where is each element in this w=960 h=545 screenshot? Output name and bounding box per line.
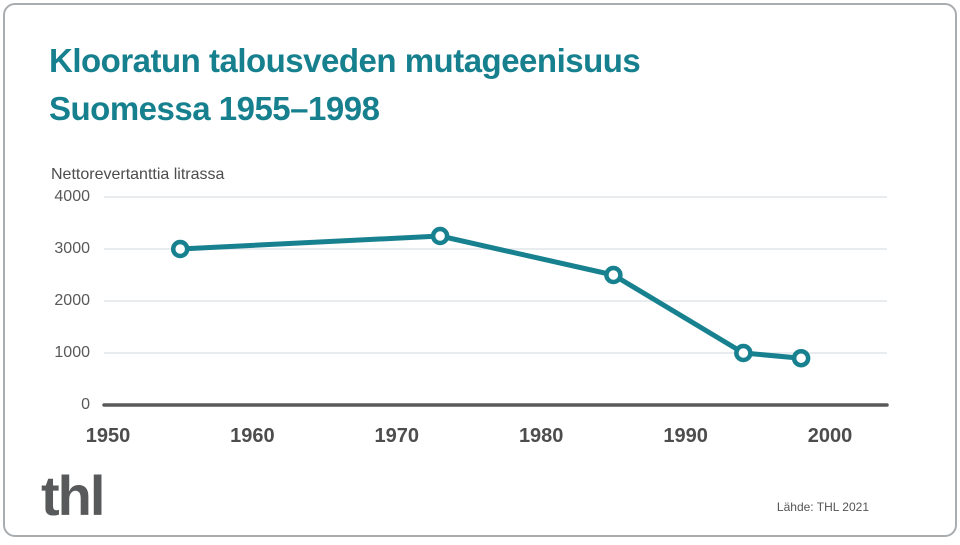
thl-logo: thl: [41, 464, 105, 527]
data-point-marker: [734, 343, 753, 363]
y-tick-label: 0: [81, 396, 90, 413]
y-tick-label: 1000: [54, 344, 90, 361]
y-tick-label: 3000: [54, 240, 90, 257]
x-tick-label: 1980: [518, 425, 564, 447]
data-point-marker: [604, 265, 623, 285]
data-point-marker: [791, 348, 811, 368]
data-point-marker: [170, 239, 190, 259]
chart-card: Klooratun talousveden mutageenisuus Suome…: [3, 3, 957, 537]
chart-title-line2: Suomessa 1955–1998: [49, 90, 380, 127]
chart-title: Klooratun talousveden mutageenisuus Suome…: [49, 37, 829, 133]
y-axis-title: Nettorevertanttia litrassa: [51, 166, 225, 183]
x-tick-label: 1960: [230, 425, 275, 447]
data-line: [180, 233, 802, 361]
x-tick-label: 1990: [663, 425, 708, 447]
data-point-marker: [430, 226, 450, 246]
line-chart: 0 1000 2000 3000 4000 1950 1960 1970 1980 1990 200…: [5, 5, 960, 545]
x-tick-label: 1970: [374, 425, 420, 447]
y-tick-label: 2000: [54, 292, 90, 309]
source-note: Lähde: THL 2021: [776, 500, 869, 514]
chart-title-line1: Klooratun talousveden mutageenisuus: [49, 42, 641, 79]
x-tick-label: 1950: [85, 425, 131, 447]
y-tick-label: 4000: [54, 188, 90, 205]
x-tick-label: 2000: [807, 425, 853, 447]
chart-canvas: [102, 196, 889, 407]
